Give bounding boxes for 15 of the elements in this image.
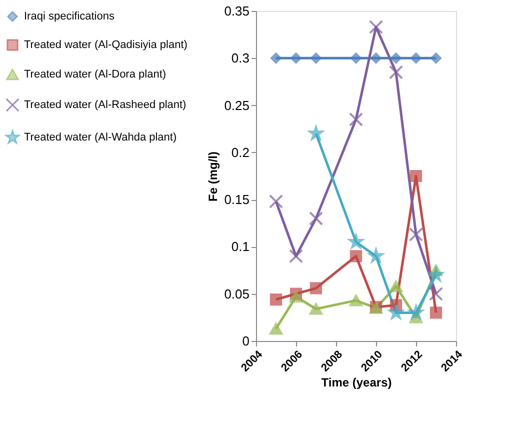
y-tick-label: 0.25 bbox=[224, 98, 250, 113]
y-tick-label: 0 bbox=[242, 334, 250, 348]
legend-label: Treated water (Al-Wahda plant) bbox=[24, 132, 177, 144]
x-axis-title: Time (years) bbox=[321, 376, 392, 390]
y-tick-label: 0.35 bbox=[224, 4, 250, 18]
y-axis-title: Fe (mg/l) bbox=[206, 152, 220, 202]
legend-label: Iraqi specifications bbox=[24, 10, 115, 22]
y-tick-label: 0.1 bbox=[231, 239, 250, 254]
legend-label: Treated water (Al-Dora plant) bbox=[24, 68, 166, 80]
y-tick-label: 0.05 bbox=[224, 286, 250, 302]
legend-label: Treated water (Al-Qadisiyia plant) bbox=[24, 39, 188, 51]
legend-label: Treated water (Al-Rasheed plant) bbox=[24, 99, 186, 111]
y-tick-label: 0.3 bbox=[231, 50, 250, 66]
y-tick-label: 0.15 bbox=[224, 192, 250, 208]
y-tick-label: 0.2 bbox=[231, 144, 250, 160]
